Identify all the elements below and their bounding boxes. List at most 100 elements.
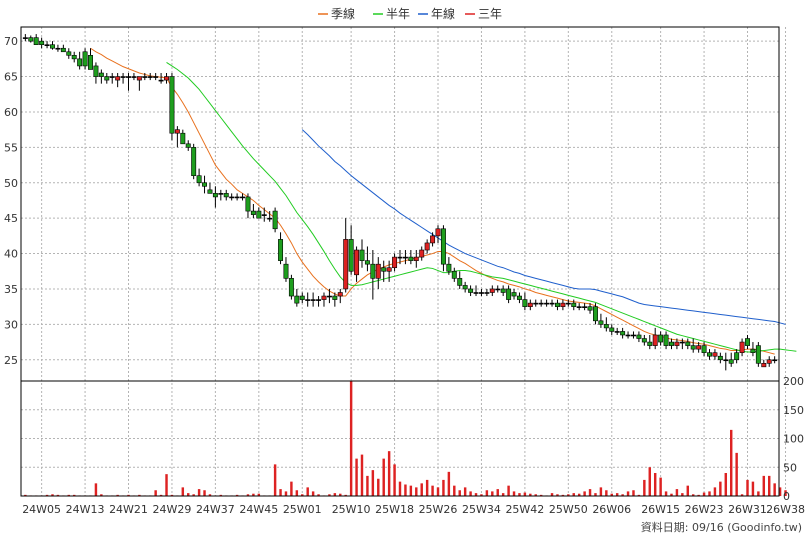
candle-body: [690, 345, 696, 350]
volume-bar: [252, 493, 255, 496]
candle-body: [261, 214, 267, 216]
candle-body: [516, 295, 522, 300]
candle-body: [745, 338, 750, 346]
candle-body: [440, 228, 446, 265]
volume-bar: [599, 487, 603, 496]
candle: [39, 37, 45, 49]
x-tick-label: 26W15: [641, 503, 680, 516]
volume-bar: [349, 381, 353, 496]
candle-body: [120, 76, 126, 78]
volume-bar: [664, 491, 668, 496]
candle: [549, 299, 555, 307]
volume-bar: [480, 494, 483, 496]
candle-body: [641, 338, 647, 343]
candle-body: [267, 217, 273, 220]
candle: [240, 193, 246, 201]
candle: [174, 126, 180, 148]
candle-body: [413, 256, 419, 261]
candle: [359, 239, 365, 268]
candle: [620, 327, 626, 339]
volume-bar: [425, 479, 429, 496]
price-tick-label: 55: [4, 141, 18, 154]
candle: [571, 299, 577, 311]
candle: [641, 334, 647, 346]
chart-legend: 季線 半年 年線 三年: [318, 6, 502, 21]
candle: [609, 324, 615, 335]
candle: [77, 51, 83, 70]
candle: [98, 69, 104, 84]
candle-body: [305, 299, 311, 301]
candle-body: [457, 278, 463, 286]
candle-body: [109, 76, 115, 78]
x-tick-label: 26W31: [728, 503, 767, 516]
candle: [316, 296, 322, 307]
candle: [218, 189, 224, 201]
candle-body: [446, 263, 452, 272]
candle-body: [522, 299, 528, 307]
volume-bar: [474, 493, 478, 496]
candle-body: [761, 362, 767, 368]
candle: [745, 334, 750, 350]
candle: [142, 73, 148, 81]
candle: [294, 288, 300, 307]
candle: [28, 35, 34, 43]
candle: [60, 44, 66, 53]
candle: [652, 327, 658, 350]
volume-bar: [301, 494, 304, 496]
ma-line-3: [301, 129, 786, 325]
candle-body: [142, 76, 148, 78]
candle-body: [375, 263, 381, 279]
x-tick-label: 24W29: [153, 503, 192, 516]
candle: [169, 73, 175, 141]
candle-body: [576, 306, 582, 308]
candle-body: [115, 76, 121, 81]
volume-bar: [159, 494, 163, 496]
volume-bar: [653, 473, 657, 496]
candle-body: [696, 345, 702, 350]
candle-body: [131, 76, 137, 78]
candle: [424, 239, 430, 254]
candle: [728, 352, 734, 367]
volume-bar: [317, 494, 320, 496]
candle-body: [631, 334, 636, 337]
volume-bar: [387, 451, 391, 496]
volume-bar: [719, 481, 722, 496]
volume-tick-label: 0: [783, 490, 790, 503]
volume-bar: [284, 491, 288, 496]
volume-bar: [778, 487, 782, 496]
candle-body: [66, 51, 72, 56]
volume-bar: [138, 494, 141, 496]
candle: [739, 338, 745, 357]
candle-body: [669, 341, 674, 346]
volume-bar: [561, 494, 565, 496]
candle: [180, 129, 186, 145]
candle-body: [571, 302, 577, 307]
candle: [234, 193, 240, 201]
candle: [82, 48, 88, 70]
candle-body: [511, 292, 517, 297]
candle-body: [652, 334, 658, 346]
candle-body: [39, 40, 45, 45]
candle: [381, 260, 387, 282]
candle: [71, 51, 77, 63]
volume-bar: [724, 473, 728, 496]
candle-body: [44, 44, 50, 47]
volume-bar: [501, 493, 505, 496]
volume-bar: [72, 494, 76, 496]
candle: [468, 285, 474, 297]
volume-bar: [333, 493, 337, 496]
candle: [685, 338, 691, 350]
candle: [299, 292, 305, 304]
volume-bar: [550, 493, 554, 496]
candle-body: [658, 334, 664, 343]
x-tick-label: 24W13: [66, 503, 105, 516]
volume-bar: [632, 490, 635, 496]
candle: [663, 331, 669, 350]
candle-body: [707, 352, 712, 357]
candle: [402, 250, 408, 265]
volume-bar: [681, 493, 684, 496]
x-tick-label: 25W26: [419, 503, 458, 516]
candle-body: [147, 76, 153, 78]
candle-body: [772, 359, 778, 362]
candle-body: [750, 348, 756, 353]
